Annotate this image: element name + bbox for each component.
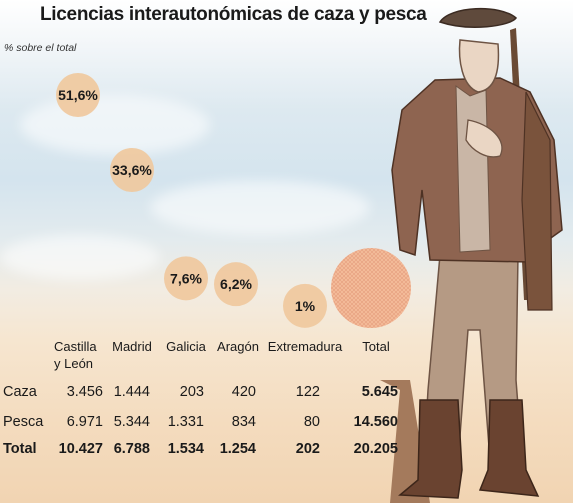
- table-cell: 1.534: [167, 441, 204, 457]
- table-cell: 20.205: [353, 441, 398, 457]
- bubble-1: [110, 148, 154, 192]
- left-boot: [398, 399, 463, 499]
- table-cell: 202: [295, 441, 320, 457]
- category-label: Aragón: [217, 339, 259, 354]
- bubble-0: [56, 73, 100, 117]
- category-label: Galicia: [166, 339, 206, 354]
- bubble-label-2: 7,6%: [170, 270, 202, 286]
- face: [458, 39, 500, 93]
- bubble-4: [283, 283, 327, 328]
- right-boot: [478, 399, 540, 497]
- bubble-label-3: 6,2%: [220, 276, 252, 292]
- chart-subtitle: % sobre el total: [4, 42, 77, 54]
- table-cell: 1.254: [219, 441, 256, 457]
- table-cell: 1.444: [113, 384, 150, 400]
- background-cloud: [150, 180, 370, 235]
- table-cell: 834: [231, 414, 256, 430]
- table-cell: 80: [303, 414, 320, 430]
- table-cell: 1.331: [167, 414, 204, 430]
- beret: [438, 8, 518, 28]
- bubble-2: [164, 256, 208, 301]
- category-label: Castilla y León: [54, 339, 97, 371]
- bubble-label-0: 51,6%: [58, 87, 98, 103]
- bubble-series: 51,6% 33,6% 7,6% 6,2% 1%: [56, 73, 411, 328]
- bag: [521, 91, 553, 311]
- hunter-illustration: [380, 8, 563, 503]
- total-bubble: [331, 248, 411, 328]
- bubble-label-1: 33,6%: [112, 162, 152, 178]
- table-cell: 3.456: [66, 384, 103, 400]
- table-cell: 122: [295, 384, 320, 400]
- category-label: Madrid: [112, 339, 152, 354]
- table-cell: 203: [179, 384, 204, 400]
- table-cell: 6.971: [66, 414, 103, 430]
- table-cell: 5.344: [113, 414, 150, 430]
- table-row-label: Caza: [3, 384, 37, 400]
- bubble-label-4: 1%: [295, 298, 316, 314]
- background-cloud: [0, 235, 160, 280]
- table-cell: 420: [231, 384, 256, 400]
- category-label: Total: [362, 339, 390, 354]
- table-cell: 5.645: [361, 384, 398, 400]
- table-cell: 14.560: [353, 414, 398, 430]
- chart-title: Licencias interautonómicas de caza y pes…: [40, 4, 427, 25]
- table-row-label: Total: [3, 441, 37, 457]
- category-label: Extremadura: [267, 339, 343, 354]
- hand: [465, 119, 503, 158]
- table-cell: 6.788: [113, 441, 150, 457]
- table-cell: 10.427: [58, 441, 103, 457]
- background-cloud: [20, 95, 210, 155]
- bubble-3: [214, 262, 258, 307]
- table-row-label: Pesca: [3, 414, 44, 430]
